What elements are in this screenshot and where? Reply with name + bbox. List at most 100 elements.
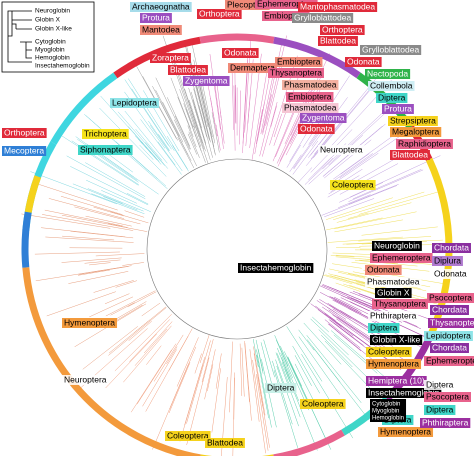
branch: [123, 151, 167, 189]
branch: [177, 337, 198, 386]
branch: [263, 94, 272, 134]
taxon-label: Zygentoma: [183, 75, 230, 86]
label-text: Mantodea: [142, 24, 180, 34]
taxon-label: Mecoptera: [2, 145, 46, 156]
label-text: Blattodea: [207, 437, 243, 447]
legend-label: Insectahemoglobin: [35, 63, 90, 70]
branch: [146, 346, 161, 365]
branch: [205, 349, 216, 399]
label-text: Collembola: [370, 80, 413, 90]
label-text: Orthoptera: [4, 127, 45, 137]
branch: [74, 207, 140, 224]
branch: [99, 108, 166, 177]
label-text: Megaloptera: [392, 126, 440, 136]
taxon-label: Odonata: [345, 56, 382, 67]
taxon-label: Psocoptera: [427, 292, 474, 303]
label-text: Cytoglobin: [372, 402, 400, 408]
label-text: Zoraptera: [152, 52, 189, 62]
branch: [244, 341, 249, 402]
taxon-label: Odonata: [222, 47, 259, 58]
label-text: Psocoptera: [426, 391, 469, 401]
taxon-label: Embioptera: [275, 56, 322, 67]
label-text: Odonata: [224, 47, 257, 57]
branch: [234, 86, 235, 151]
taxon-label: Diptera: [424, 404, 455, 415]
branch: [122, 262, 144, 265]
label-text: Blattodea: [320, 35, 356, 45]
taxon-label: Coleoptera: [330, 179, 376, 190]
taxon-label: Hymenoptera: [366, 358, 421, 369]
branch: [135, 329, 167, 366]
branch: [145, 142, 168, 168]
branch: [240, 344, 242, 396]
branch: [215, 85, 224, 149]
label-text: Thysanoptera: [270, 67, 322, 77]
taxon-label: Protura: [382, 103, 414, 114]
taxon-label: Psocoptera: [424, 391, 471, 402]
branch: [329, 296, 361, 312]
ring-segment: [28, 176, 38, 212]
label-text: Odonata: [347, 56, 380, 66]
branch: [125, 211, 145, 218]
taxon-label: Zoraptera: [150, 52, 191, 63]
label-text: Protura: [142, 12, 170, 22]
branch: [154, 335, 183, 382]
taxon-label: Grylloblattodea: [360, 44, 421, 55]
branch: [275, 335, 288, 366]
branch: [137, 344, 176, 404]
label-text: Blattodea: [170, 64, 206, 74]
branch: [334, 212, 416, 229]
label-text: Insectahemoglobin: [240, 262, 312, 272]
taxon-label: Orthoptera: [2, 127, 47, 138]
branch: [229, 342, 232, 413]
branch: [68, 271, 128, 283]
branch: [195, 353, 202, 373]
label-text: Coleoptera: [302, 398, 344, 408]
branch: [326, 218, 382, 230]
branch: [105, 294, 129, 304]
branch: [337, 317, 373, 342]
taxon-label: Nectopoda: [365, 68, 410, 79]
branch: [36, 266, 132, 281]
taxon-label: Mantodea: [140, 24, 182, 35]
branch: [45, 210, 123, 226]
taxon-label: Siphonaptera: [78, 144, 133, 155]
branch: [129, 319, 169, 361]
label-text: Neuroptera: [64, 374, 107, 384]
branch: [42, 214, 133, 230]
label-text: Psocoptera: [429, 292, 472, 302]
taxon-label: Blattodea: [318, 35, 358, 46]
label-text: Coleoptera: [368, 346, 410, 356]
label-text: Phasmatodea: [367, 276, 420, 286]
branch: [212, 112, 219, 152]
legend-label: Cytoglobin: [35, 39, 66, 46]
label-text: Thysanoptera: [374, 298, 426, 308]
label-text: Ephemeroptera: [372, 252, 431, 262]
label-text: Embioptera: [288, 91, 332, 101]
branch: [169, 362, 190, 413]
branch: [328, 286, 379, 307]
branch: [288, 358, 297, 377]
label-text: Phthiraptera: [370, 310, 417, 320]
label-text: Mantophasmatodea: [300, 1, 375, 11]
branch: [186, 340, 210, 423]
label-text: Ephemeroptera: [426, 355, 474, 365]
branch: [172, 145, 188, 171]
label-text: Siphonaptera: [80, 144, 131, 154]
label-text: Blattodea: [392, 149, 428, 159]
label-text: Lepidoptera: [426, 330, 471, 340]
legend-label: Globin X: [35, 17, 61, 24]
label-text: Diptera: [378, 92, 406, 102]
label-text: Diptera: [426, 379, 454, 389]
branch: [41, 228, 125, 237]
label-text: Phthiraptera: [422, 417, 469, 427]
branch: [185, 357, 205, 425]
branch: [76, 137, 134, 177]
label-text: Odonata: [434, 268, 467, 278]
branch: [113, 305, 143, 323]
branch: [91, 194, 144, 214]
taxon-label: Thysanoptera: [268, 67, 324, 78]
branch: [108, 224, 128, 228]
taxon-label: Globin X: [375, 287, 412, 298]
